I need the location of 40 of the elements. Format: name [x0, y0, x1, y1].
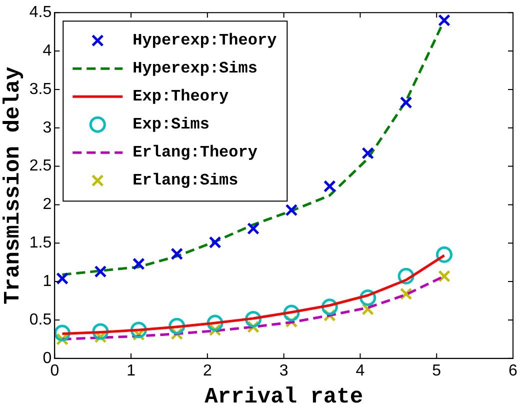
line-series — [61, 19, 446, 276]
legend-label: Erlang:Sims — [132, 172, 238, 190]
point — [285, 204, 298, 216]
x-tick-label: 5 — [432, 362, 442, 380]
y-tick-label: 2.5 — [29, 158, 52, 175]
point — [132, 258, 145, 270]
y-tick-label: 4 — [42, 42, 52, 60]
point — [362, 147, 374, 160]
y-tick-label: 3.5 — [29, 80, 52, 98]
x-tick-label: 6 — [508, 362, 518, 380]
legend-label: Hyperexp:Sims — [132, 60, 258, 78]
y-tick-label: 4.5 — [29, 4, 52, 22]
x-tick-label: 2 — [202, 362, 212, 380]
point — [54, 324, 71, 342]
legend-label: Exp:Sims — [132, 116, 210, 134]
x-axis-title: Arrival rate — [204, 384, 364, 410]
y-tick-label: 0.5 — [29, 311, 52, 328]
x-tick-label: 1 — [126, 362, 136, 380]
point — [323, 180, 336, 192]
x-tick-label: 3 — [279, 362, 288, 380]
point — [94, 265, 107, 278]
point — [400, 96, 412, 109]
y-tick-label: 3 — [42, 119, 52, 136]
point — [438, 14, 450, 26]
x-tick-label: 4 — [356, 362, 365, 380]
legend-label: Hyperexp:Theory — [132, 32, 278, 50]
y-axis-title: Transmission delay — [0, 66, 26, 304]
legend-label: Exp:Theory — [132, 88, 230, 106]
point — [400, 288, 412, 300]
point — [438, 270, 450, 282]
point — [247, 222, 260, 235]
legend-label: Erlang:Theory — [132, 144, 258, 162]
point — [436, 246, 452, 263]
y-tick-label: 1 — [42, 272, 52, 290]
point — [56, 272, 68, 285]
point — [208, 236, 222, 249]
y-tick-label: 1.5 — [29, 234, 52, 252]
y-tick-label: 2 — [42, 196, 52, 214]
point — [170, 248, 184, 260]
y-tick-label: 0 — [42, 350, 52, 367]
